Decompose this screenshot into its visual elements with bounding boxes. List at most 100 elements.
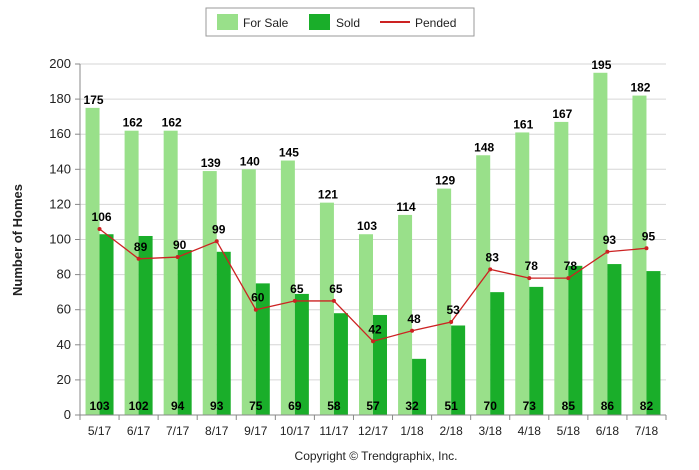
pended-point [253,307,258,312]
pended-value-label: 65 [329,282,343,296]
sold-bar [294,293,309,415]
for-sale-value-label: 145 [279,146,299,160]
for-sale-bar [202,171,217,415]
x-axis: 5/17 6/17 7/17 8/17 9/17 10/17 11/17 12/17 1/18 2… [79,414,667,438]
x-tick-label: 1/18 [400,424,424,438]
x-tick-label: 6/17 [127,424,151,438]
pended-point [136,256,141,261]
for-sale-bar [124,130,139,415]
y-tick-label: 20 [57,372,71,387]
sold-bar [529,286,544,415]
for-sale-value-label: 162 [123,116,143,130]
for-sale-bar [554,121,569,415]
for-sale-value-label: 140 [240,154,260,168]
sold-value-label: 73 [523,399,537,413]
pended-point [488,267,493,272]
sold-value-label: 103 [90,399,110,413]
for-sale-value-label: 148 [474,140,494,154]
pended-value-label: 78 [525,259,539,273]
pended-point [175,255,180,260]
pended-point [605,249,610,254]
for-sale-value-label: 114 [396,200,416,214]
pended-point [331,298,336,303]
y-tick-label: 120 [49,196,71,211]
sold-value-label: 70 [484,399,498,413]
x-tick-label: 10/17 [280,424,310,438]
x-tick-label: 12/17 [358,424,388,438]
for-sale-value-label: 175 [84,93,104,107]
pended-value-label: 95 [642,229,656,243]
y-tick-label: 0 [64,407,71,422]
for-sale-bar [163,130,178,415]
bars [85,72,661,416]
for-sale-value-label: 161 [513,117,533,131]
y-axis-title: Number of Homes [10,184,25,296]
sold-bar [255,283,270,415]
sold-value-label: 102 [129,399,149,413]
pended-point [527,276,532,281]
x-tick-label: 3/18 [479,424,503,438]
sold-bar [412,358,427,415]
for-sale-value-label: 129 [435,174,455,188]
sold-value-label: 58 [327,399,341,413]
pended-point [644,246,649,251]
y-tick-label: 160 [49,126,71,141]
sold-value-label: 51 [444,399,458,413]
legend-swatch-for-sale [217,14,238,30]
pended-point [449,319,454,324]
pended-point [566,276,571,281]
pended-value-label: 99 [212,222,226,236]
for-sale-value-label: 182 [630,81,650,95]
for-sale-bar [593,72,608,416]
pended-value-label: 65 [290,282,304,296]
legend-label-sold: Sold [336,16,360,30]
legend-label-for-sale: For Sale [243,16,289,30]
sold-value-label: 93 [210,399,224,413]
for-sale-value-label: 139 [201,156,221,170]
for-sale-value-label: 195 [591,58,611,72]
x-tick-label: 4/18 [518,424,542,438]
y-tick-label: 100 [49,232,71,247]
for-sale-bar [437,188,452,415]
sold-bar [177,250,192,415]
copyright-text: Copyright © Trendgraphix, Inc. [295,449,458,463]
for-sale-bar [85,107,100,415]
sold-bar [99,234,114,415]
x-tick-label: 7/17 [166,424,190,438]
y-tick-label: 180 [49,91,71,106]
for-sale-bar [319,202,334,415]
y-tick-label: 60 [57,302,71,317]
x-tick-label: 7/18 [635,424,659,438]
pended-value-label: 89 [134,240,148,254]
x-tick-label: 6/18 [596,424,620,438]
pended-point [97,226,102,231]
legend-box [205,7,475,37]
sold-bar [646,271,661,415]
sold-bar [607,264,622,415]
sold-value-label: 82 [640,399,654,413]
x-tick-label: 2/18 [439,424,463,438]
sold-bar [490,292,505,415]
pended-value-label: 48 [407,312,421,326]
pended-point [292,298,297,303]
for-sale-bar [241,169,256,415]
pended-value-label: 90 [173,238,187,252]
x-tick-label: 5/17 [88,424,112,438]
sold-bar [333,313,348,415]
legend: For Sale Sold Pended [205,7,475,37]
x-tick-label: 11/17 [319,424,348,438]
pended-line [97,226,649,344]
y-tick-label: 80 [57,267,71,282]
pended-value-label: 106 [92,210,112,224]
sold-bar [451,325,466,415]
pended-value-label: 83 [486,250,500,264]
x-tick-label: 5/18 [557,424,581,438]
pended-value-label: 78 [564,259,578,273]
for-sale-value-label: 167 [552,107,572,121]
legend-swatch-sold [309,14,330,30]
for-sale-bar [398,214,413,415]
for-sale-bar [632,95,647,415]
y-tick-label: 200 [49,56,71,71]
sold-value-label: 94 [171,399,185,413]
